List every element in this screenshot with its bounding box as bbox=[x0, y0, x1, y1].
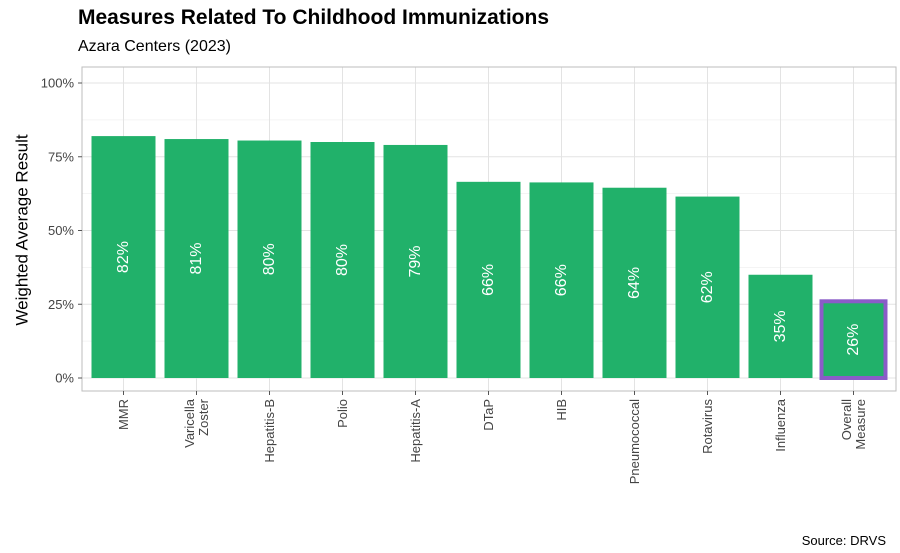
x-tick-label: Polio bbox=[335, 399, 350, 428]
bar bbox=[310, 142, 375, 378]
bar-value-label: 66% bbox=[480, 264, 497, 296]
bar-value-label: 80% bbox=[334, 244, 351, 276]
bar-value-label: 26% bbox=[845, 324, 862, 356]
y-tick-label: 50% bbox=[48, 223, 74, 238]
bar-value-label: 81% bbox=[188, 243, 205, 275]
chart-title: Measures Related To Childhood Immunizati… bbox=[78, 6, 549, 29]
y-tick-label: 25% bbox=[48, 297, 74, 312]
x-tick-label: Pneumococcal bbox=[627, 399, 642, 484]
x-tick-label: DTaP bbox=[481, 399, 496, 431]
bar-value-label: 80% bbox=[261, 243, 278, 275]
bar bbox=[456, 181, 521, 378]
bars: 82% 81% 80% 80% 79% 66% 66% 64% 62% 35% 26% bbox=[91, 136, 888, 380]
y-tick-label: 0% bbox=[55, 371, 74, 386]
bar-value-label: 66% bbox=[553, 264, 570, 296]
x-tick-label: Varicella bbox=[182, 398, 197, 448]
x-axis-ticks: MMR Varicella Zoster Hepatitis-B Polio Hepati… bbox=[116, 391, 868, 484]
x-tick-label: Hepatitis-B bbox=[262, 399, 277, 463]
source-caption: Source: DRVS bbox=[801, 533, 886, 548]
bar-value-label: 62% bbox=[699, 271, 716, 303]
x-tick-label: Influenza bbox=[773, 398, 788, 452]
chart-subtitle: Azara Centers (2023) bbox=[78, 38, 231, 55]
bar-value-label: 35% bbox=[772, 310, 789, 342]
bar bbox=[383, 144, 448, 378]
bar bbox=[675, 196, 740, 378]
y-axis-label: Weighted Average Result bbox=[13, 134, 32, 325]
x-tick-label: MMR bbox=[116, 399, 131, 430]
y-tick-label: 100% bbox=[41, 76, 75, 91]
bar-highlighted bbox=[819, 299, 888, 380]
bar-value-label: 79% bbox=[407, 245, 424, 277]
bar-value-label: 64% bbox=[626, 267, 643, 299]
bar bbox=[748, 274, 813, 378]
bar bbox=[164, 139, 229, 378]
bar bbox=[237, 140, 302, 378]
y-axis-ticks: 0% 25% 50% 75% 100% bbox=[41, 76, 82, 386]
y-tick-label: 75% bbox=[48, 149, 74, 164]
x-tick-label: Hepatitis-A bbox=[408, 399, 423, 463]
x-tick-label: Measure bbox=[853, 399, 868, 450]
x-tick-label: Zoster bbox=[196, 398, 211, 436]
bar-value-label: 82% bbox=[115, 241, 132, 273]
x-tick-label: Overall bbox=[839, 399, 854, 440]
x-tick-label: Rotavirus bbox=[700, 399, 715, 454]
x-tick-label: HIB bbox=[554, 399, 569, 421]
bar bbox=[91, 136, 156, 378]
bar bbox=[602, 187, 667, 378]
bar bbox=[529, 182, 594, 378]
